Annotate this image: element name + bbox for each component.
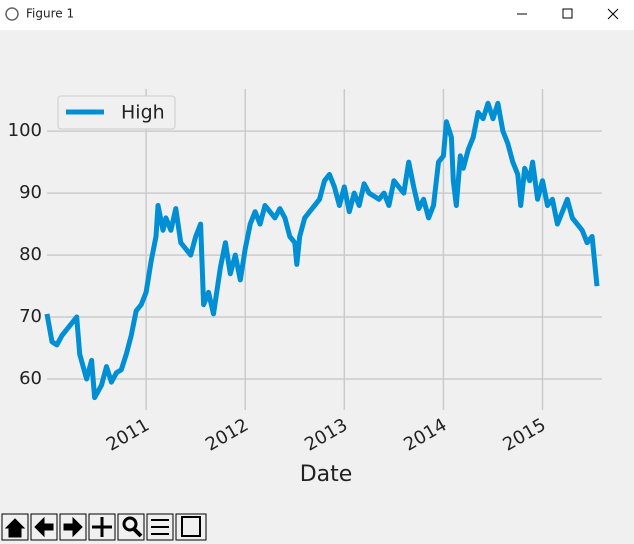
save-icon [181, 516, 201, 537]
x-tick-label: 2012 [202, 414, 252, 455]
y-tick-label: 80 [19, 244, 42, 265]
x-tick-label: 2011 [103, 414, 153, 455]
y-tick-label: 60 [19, 368, 42, 389]
y-tick-label: 100 [8, 120, 42, 141]
x-tick-label: 2013 [301, 414, 351, 455]
x-tick-label: 2015 [499, 414, 549, 455]
toolbar [1, 513, 207, 541]
y-tick-label: 90 [19, 182, 42, 203]
plot-area: 60 70 80 90 100 2011 2012 2013 2014 2015 High [8, 89, 602, 456]
forward-icon [63, 516, 83, 538]
configure-icon [151, 519, 169, 535]
title-bar [0, 0, 634, 30]
y-tick-label: 70 [19, 306, 42, 327]
back-icon [34, 516, 54, 538]
maximize-button[interactable] [562, 8, 573, 19]
legend-box [57, 95, 176, 130]
close-button[interactable] [607, 8, 619, 20]
pan-icon [92, 517, 112, 537]
zoom-icon [122, 516, 138, 532]
app-icon [5, 7, 19, 21]
window-title: Figure 1 [26, 7, 74, 21]
data-line [44, 100, 600, 401]
legend-label: High [121, 102, 165, 124]
home-icon [4, 518, 26, 538]
x-axis-label: Date [300, 462, 353, 487]
zoom-handle [132, 527, 143, 538]
x-tick-label: 2014 [400, 414, 450, 455]
